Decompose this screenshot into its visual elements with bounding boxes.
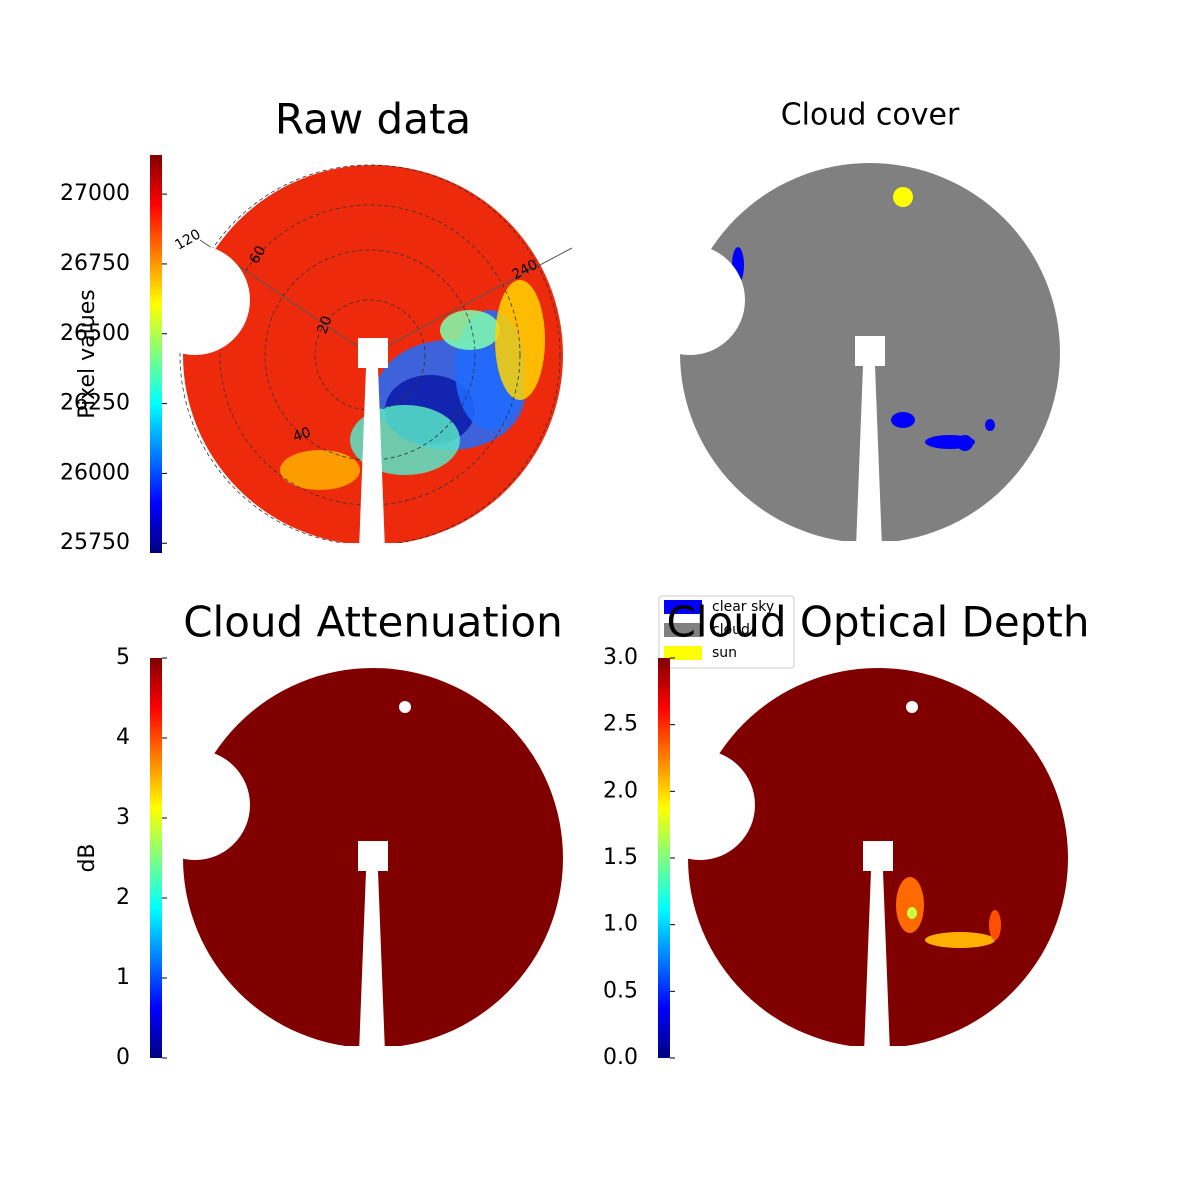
colorbar-tick-label: 26250 — [60, 391, 130, 416]
sun-blocker — [358, 338, 388, 368]
arm-mask — [856, 366, 882, 548]
optical-depth-patch — [925, 932, 995, 948]
polar-grid — [179, 164, 561, 546]
mask-notch — [645, 750, 755, 860]
colorbar-tick-label: 0.5 — [603, 978, 638, 1003]
legend-label: cloud — [712, 622, 750, 638]
colorbar-tick-label: 2.0 — [603, 778, 638, 803]
mask-notch — [140, 750, 250, 860]
colorbar-tick-label: 0 — [116, 1045, 130, 1070]
colorbar-tick-label: 3.0 — [603, 645, 638, 670]
arm-mask — [359, 368, 385, 550]
polar-grid — [219, 204, 521, 506]
colorbar-tick-label: 1 — [116, 965, 130, 990]
colorbar-tick-label: 2 — [116, 885, 130, 910]
colorbar-tick-label: 2.5 — [603, 712, 638, 737]
clear-sky-patch — [985, 419, 995, 431]
colorbar-tick-label: 0.0 — [603, 1045, 638, 1070]
panel-title: Cloud Attenuation — [183, 598, 563, 647]
colorbar-tick-label: 27000 — [60, 181, 130, 206]
legend-swatch — [664, 646, 702, 660]
colorbar — [150, 155, 162, 553]
sun-blocker — [855, 336, 885, 366]
clear-sky-patch — [891, 412, 915, 428]
clear-sky-patch — [957, 435, 973, 451]
panel-title: Cloud cover — [781, 98, 960, 133]
colorbar-tick-label: 1.0 — [603, 912, 638, 937]
colorbar-label: Pixel values — [75, 289, 100, 418]
optical-depth-patch — [907, 907, 917, 919]
legend-swatch — [664, 600, 702, 614]
sun-marker — [893, 187, 913, 207]
colorbar-tick-label: 4 — [116, 725, 130, 750]
sky-texture — [440, 310, 500, 350]
polar-tick-label: 40 — [291, 424, 313, 445]
arm-mask — [359, 871, 385, 1053]
mask-notch — [140, 245, 250, 355]
panel-title: Raw data — [275, 95, 471, 144]
sky-texture — [280, 450, 360, 490]
polar-axis — [369, 247, 573, 356]
optical-depth-patch — [896, 877, 924, 933]
legend-swatch — [664, 623, 702, 637]
sun-blocker — [358, 841, 388, 871]
polar-tick-label: 60 — [247, 243, 270, 266]
sky-texture — [495, 280, 545, 400]
sun-blocker — [863, 841, 893, 871]
colorbar-label: dB — [75, 843, 100, 872]
colorbar-tick-label: 5 — [116, 645, 130, 670]
sun-mask — [906, 701, 918, 713]
colorbar-tick-label: 26000 — [60, 460, 130, 485]
legend-label: clear sky — [712, 599, 774, 615]
colorbar — [150, 658, 162, 1058]
panel-title: Cloud Optical Depth — [667, 598, 1090, 647]
colorbar-tick-label: 3 — [116, 805, 130, 830]
optical-depth-patch — [989, 910, 1001, 940]
colorbar-tick-label: 26500 — [60, 321, 130, 346]
colorbar-tick-label: 25750 — [60, 530, 130, 555]
mask-notch — [635, 245, 745, 355]
colorbar-tick-label: 1.5 — [603, 845, 638, 870]
polar-tick-label: 20 — [314, 314, 335, 336]
colorbar — [658, 658, 670, 1058]
sun-mask — [399, 701, 411, 713]
legend-label: sun — [712, 645, 737, 661]
colorbar-tick-label: 26750 — [60, 251, 130, 276]
arm-mask — [864, 871, 890, 1053]
